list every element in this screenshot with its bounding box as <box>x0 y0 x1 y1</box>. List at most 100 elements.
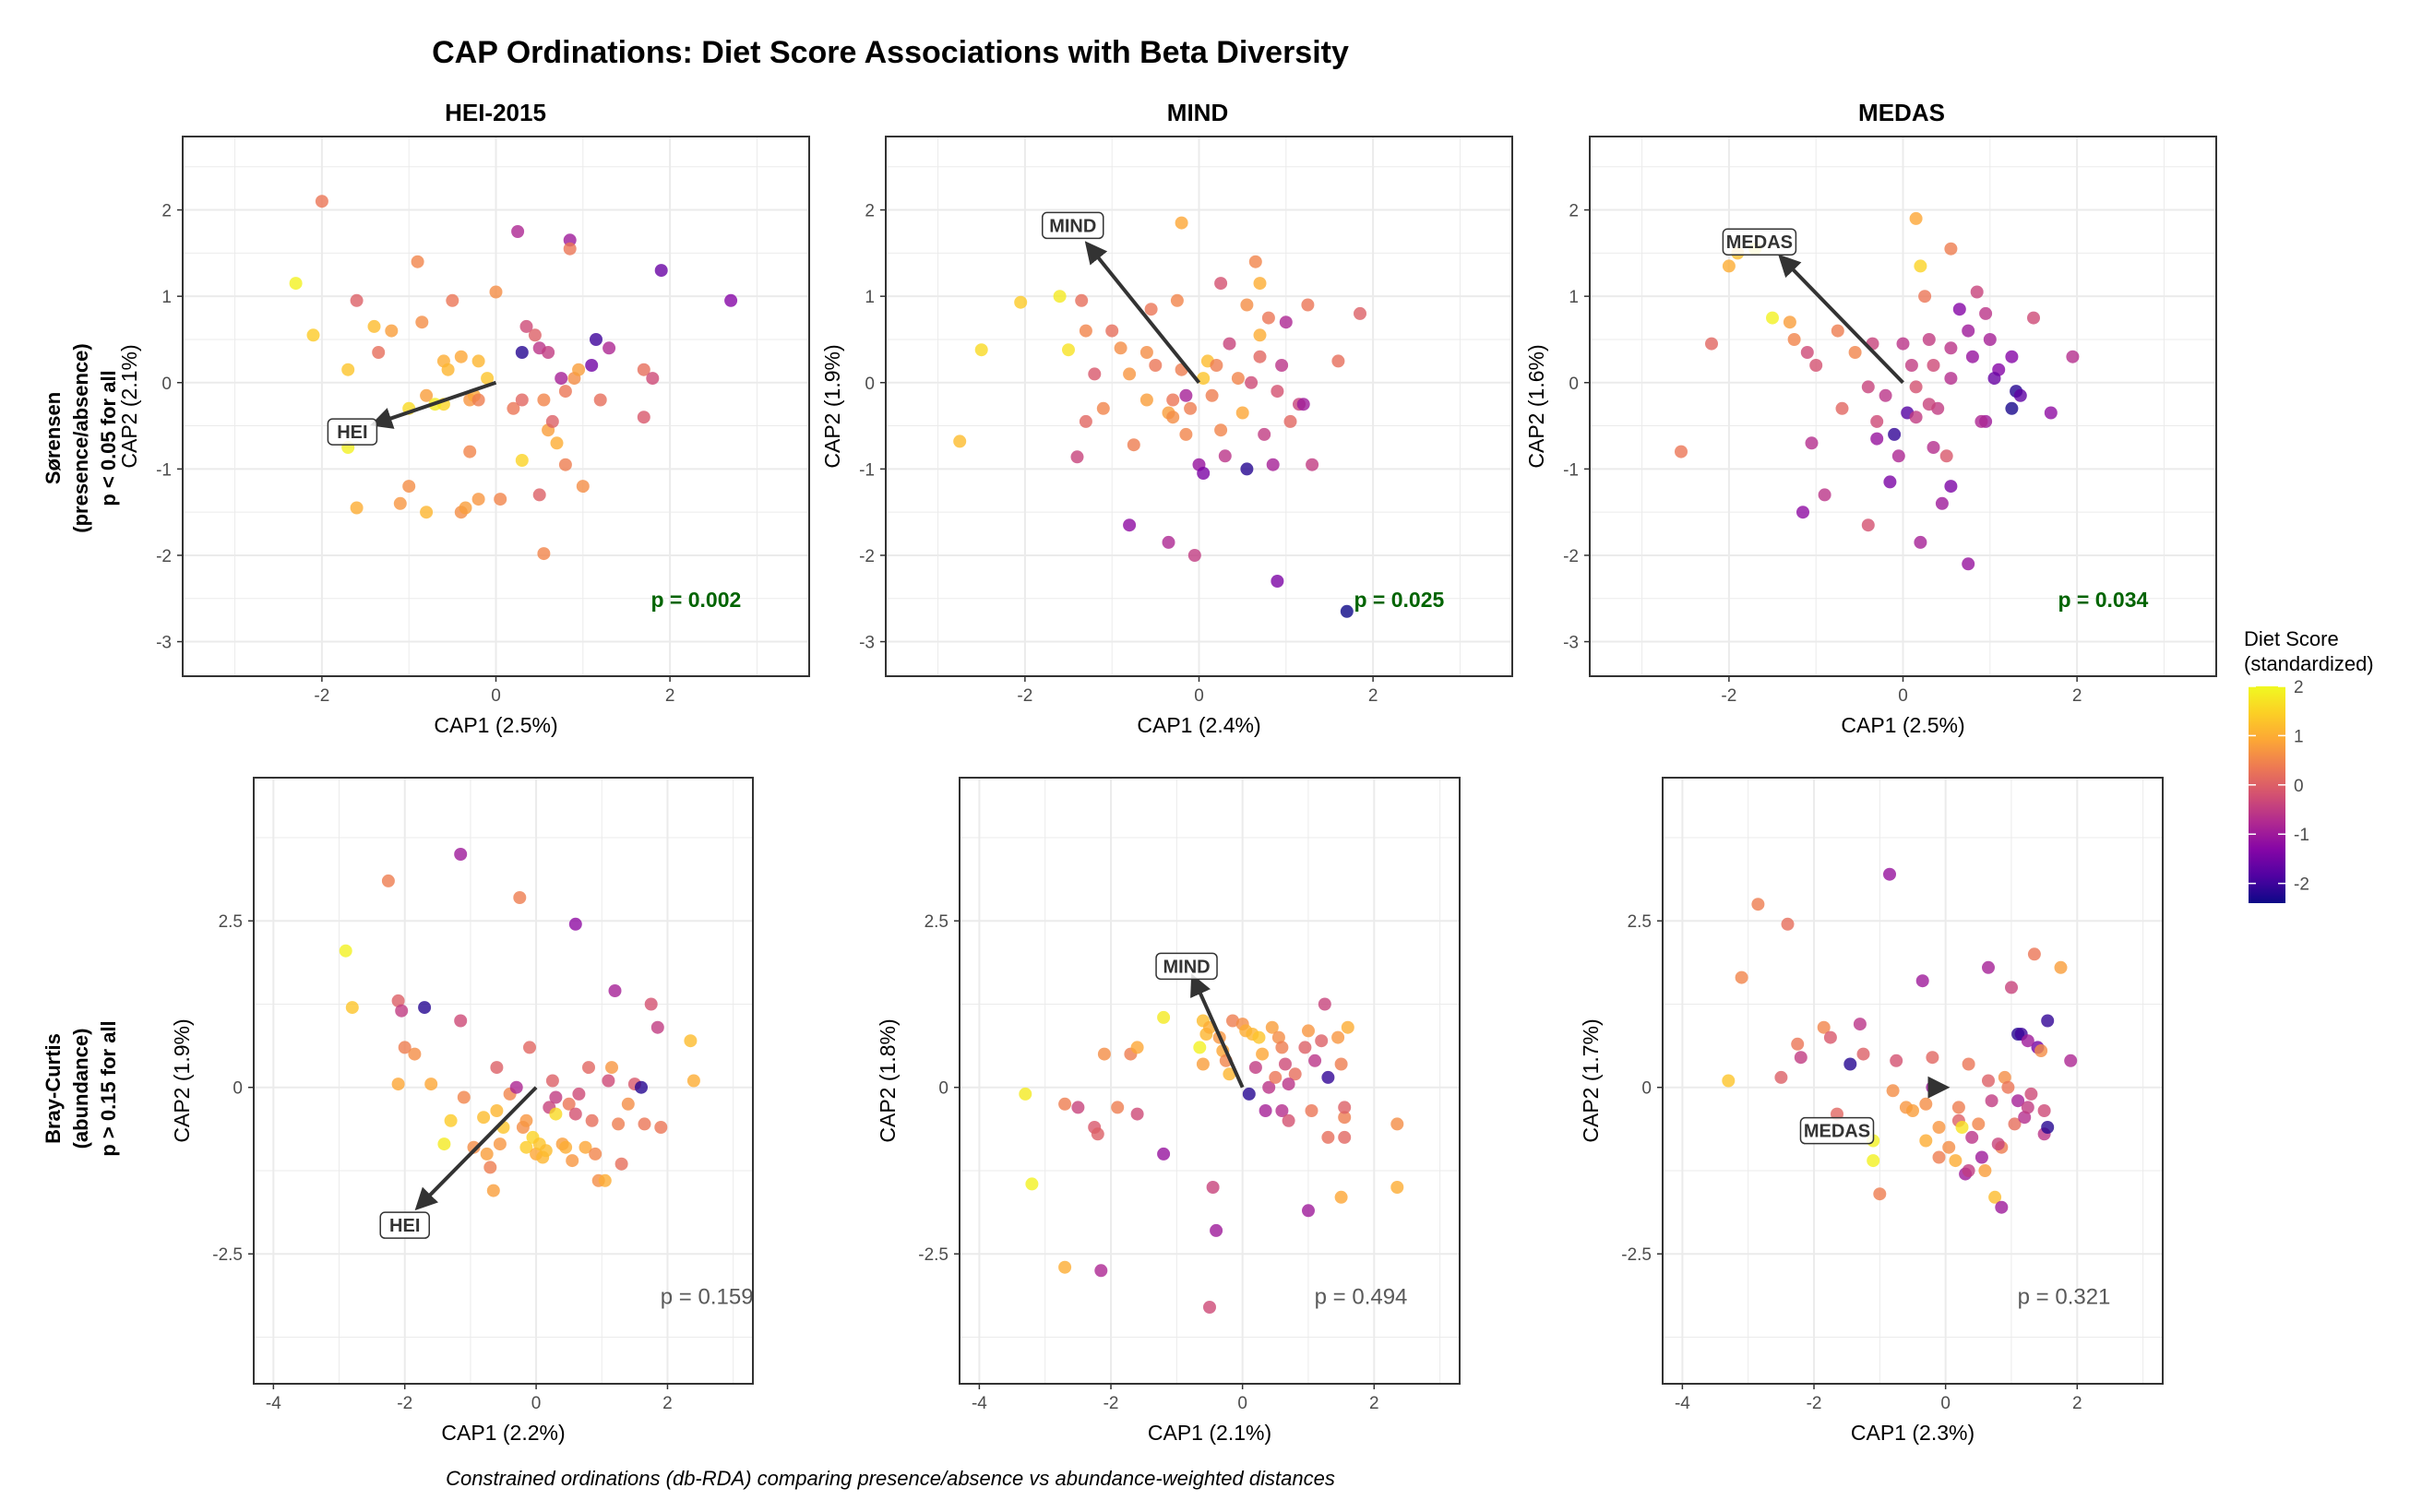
panel-1-2-xlabel: CAP1 (2.3%) <box>1851 1421 1975 1445</box>
panel-1-2-point-66 <box>2021 1034 2034 1048</box>
panel-0-0-ytick-label: 0 <box>161 375 172 394</box>
panel-1-0-point-7 <box>408 1047 422 1061</box>
panel-1-0-point-0 <box>339 944 352 958</box>
panel-0-2-point-56 <box>1870 432 1884 446</box>
panel-1-1-point-0 <box>1019 1087 1032 1101</box>
panel-1-2-p-value: p = 0.321 <box>2018 1284 2111 1309</box>
panel-1-2-point-25 <box>1932 1121 1946 1134</box>
panel-1-2-point-35 <box>1972 1117 1986 1131</box>
panel-1-2-point-6 <box>1794 1051 1808 1065</box>
panel-1-1-xtick-label: -4 <box>972 1394 987 1413</box>
panel-1-2-point-57 <box>2037 1104 2051 1117</box>
panel-0-1-point-58 <box>1187 549 1201 562</box>
legend-tick-label: 1 <box>2294 727 2304 746</box>
panel-0-1-point-44 <box>1271 385 1284 399</box>
panel-0-2-point-33 <box>1914 535 1927 549</box>
panel-0-2-arrow <box>1778 254 1904 385</box>
panel-0-1-arrow-label: MIND <box>1049 216 1096 236</box>
column-title-medas: MEDAS <box>1858 99 1945 126</box>
panel-1-2-point-63 <box>1955 1121 1969 1134</box>
panel-1-1-point-54 <box>1334 1190 1348 1204</box>
panel-0-2-ytick-label: 2 <box>1569 202 1579 221</box>
panel-1-2-point-21 <box>1919 1097 1933 1111</box>
panel-0-1-point-37 <box>1240 298 1254 312</box>
panel-1-0-point-26 <box>513 891 527 904</box>
panel-1-1-point-35 <box>1259 1104 1272 1117</box>
panel-0-0-point-41 <box>572 363 586 376</box>
panel-1-2-point-54 <box>2027 947 2041 961</box>
panel-1-1-point-50 <box>1321 1070 1335 1084</box>
panel-0-2-point-28 <box>1927 359 1940 372</box>
panel-1-1-point-20 <box>1206 1181 1220 1194</box>
panel-0-2-point-13 <box>1835 401 1849 415</box>
panel-0-1-ytick-label: 2 <box>865 202 875 221</box>
panel-1-0-point-58 <box>644 997 658 1011</box>
panel-1-1-point-41 <box>1279 1057 1292 1071</box>
panel-0-0-point-53 <box>602 341 616 355</box>
panel-1-2-point-3 <box>1774 1070 1788 1084</box>
panel-0-1-point-43 <box>1261 311 1275 325</box>
panel-1-1-point-52 <box>1331 1030 1345 1044</box>
panel-0-2-point-0 <box>1675 445 1688 458</box>
panel-1-2-point-62 <box>2064 1054 2078 1067</box>
panel-0-0-point-61 <box>593 393 607 407</box>
panel-1-0-point-5 <box>398 1041 412 1054</box>
panel-1-0-point-15 <box>467 1140 481 1154</box>
panel-1-1-point-47 <box>1308 1054 1322 1067</box>
panel-0-0-point-29 <box>494 493 507 506</box>
panel-1-2-point-10 <box>1843 1057 1857 1071</box>
panel-0-2-arrow-label: MEDAS <box>1726 232 1793 253</box>
panel-0-1-point-46 <box>1240 462 1254 476</box>
legend-tick-label: 2 <box>2294 678 2304 697</box>
panel-1-1-point-7 <box>1094 1264 1108 1278</box>
panel-0-2-point-60 <box>1909 380 1923 394</box>
panel-1-2-ytick-label: 0 <box>1641 1079 1652 1099</box>
panel-0-1-point-10 <box>1096 401 1110 415</box>
panel-1-2-point-28 <box>1949 1154 1963 1168</box>
panel-1-2-point-33 <box>1962 1164 1975 1177</box>
panel-0-2-point-38 <box>1970 285 1984 299</box>
panel-0-1: MIND p = 0.025 -2 0 2 -3 -2 -1 0 1 2 CAP1 (2.4%) CAP… <box>820 136 1513 737</box>
panel-0-1-xtick-label: 0 <box>1194 686 1204 706</box>
panel-0-1-point-11 <box>1105 324 1119 338</box>
panel-1-2-point-34 <box>1965 1130 1979 1144</box>
panel-1-2-point-14 <box>1867 1154 1880 1168</box>
panel-0-0-point-15 <box>481 372 495 386</box>
panel-1-0-point-54 <box>621 1097 635 1111</box>
panel-1-1-point-51 <box>1321 1130 1335 1144</box>
panel-1-2-point-27 <box>1942 1140 1956 1154</box>
panel-1-0-point-2 <box>381 874 395 887</box>
panel-0-2-point-57 <box>1896 337 1910 351</box>
panel-0-2-point-7 <box>1800 346 1814 359</box>
panel-1-2-xtick-label: 0 <box>1940 1394 1951 1413</box>
panel-0-2-point-30 <box>1927 441 1940 454</box>
panel-1-0-point-43 <box>572 1087 586 1101</box>
ordination-panels: HEI p = 0.002 -2 0 2 -3 -2 -1 0 1 2 CAP1 (2.5%) CAP2… <box>117 136 2217 1445</box>
panel-0-0-point-22 <box>350 501 364 515</box>
panel-0-0-point-56 <box>637 411 650 424</box>
panel-0-0-xtick-label: -2 <box>314 686 329 706</box>
panel-1-0-point-10 <box>437 1137 451 1151</box>
panel-1-0-point-37 <box>549 1090 563 1104</box>
panel-1-1-point-32 <box>1248 1061 1262 1075</box>
panel-1-2-point-52 <box>2021 1101 2034 1114</box>
panel-0-0-point-38 <box>537 393 551 407</box>
panel-1-1-point-13 <box>1157 1147 1171 1161</box>
panel-0-1-point-27 <box>1197 467 1211 480</box>
panel-0-0-ytick-label: 1 <box>161 288 172 307</box>
panel-1-1-ytick-label: 2.5 <box>925 912 948 932</box>
panel-1-1-point-21 <box>1210 1223 1223 1237</box>
panel-1-0-point-13 <box>454 1014 468 1028</box>
panel-0-0-point-4 <box>350 293 364 307</box>
panel-0-1-point-15 <box>1139 393 1153 407</box>
panel-0-0-point-5 <box>367 319 381 333</box>
panel-0-0-point-43 <box>528 328 542 342</box>
panel-0-1-ytick-label: -2 <box>859 547 875 566</box>
panel-0-0-point-28 <box>471 493 485 506</box>
panel-1-2-point-37 <box>1978 1164 1992 1177</box>
panel-1-2-point-17 <box>1886 1084 1900 1098</box>
row-label-bray-curtis: Bray-Curtis (abundance) p > 0.15 for all <box>42 1020 120 1156</box>
panel-1-1-point-15 <box>1193 1041 1207 1054</box>
panel-1-2-xtick-label: 2 <box>2072 1394 2082 1413</box>
panel-1-2-arrow-label-box <box>1799 1116 1875 1145</box>
